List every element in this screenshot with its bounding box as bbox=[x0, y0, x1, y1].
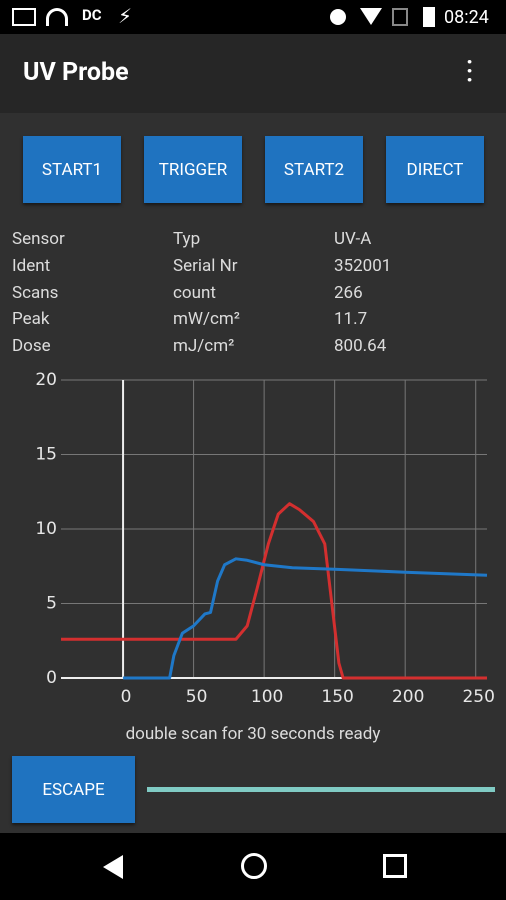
carrier: DC bbox=[82, 6, 102, 24]
table-cell: 352001 bbox=[334, 255, 392, 276]
status-message: double scan for 30 seconds ready bbox=[125, 724, 381, 744]
data-line bbox=[123, 557, 488, 680]
wifi-icon bbox=[46, 8, 68, 26]
recents-button[interactable] bbox=[383, 854, 407, 878]
back-button[interactable] bbox=[103, 855, 123, 879]
table-cell: Serial Nr bbox=[173, 255, 238, 276]
y-tick-label: 5 bbox=[46, 594, 57, 614]
dnd-icon bbox=[330, 9, 346, 25]
table-cell: mJ/cm² bbox=[173, 336, 235, 357]
progress-bar bbox=[147, 787, 495, 792]
x-tick-label: 0 bbox=[121, 687, 132, 707]
table-cell: Dose bbox=[12, 336, 51, 357]
table-cell: 11.7 bbox=[334, 309, 368, 330]
app-bar: UV Probe · · · bbox=[0, 34, 506, 113]
y-tick-label: 0 bbox=[46, 668, 57, 688]
table-cell: mW/cm² bbox=[173, 309, 241, 330]
table-cell: Peak bbox=[12, 309, 50, 330]
status-bar: DC ⚡ 08:24 bbox=[0, 0, 506, 34]
x-tick-label: 250 bbox=[462, 687, 494, 707]
start2-button[interactable]: START2 bbox=[265, 136, 363, 203]
data-line bbox=[61, 502, 487, 680]
x-tick-label: 100 bbox=[251, 687, 283, 707]
table-cell: Ident bbox=[12, 255, 51, 276]
battery-icon bbox=[423, 7, 435, 27]
signal-icon bbox=[360, 8, 382, 25]
table-cell: Scans bbox=[12, 282, 59, 303]
start1-button[interactable]: START1 bbox=[23, 136, 121, 203]
trigger-button[interactable]: TRIGGER bbox=[144, 136, 242, 203]
clock: 08:24 bbox=[444, 7, 489, 28]
x-tick-label: 50 bbox=[186, 687, 208, 707]
y-tick-label: 20 bbox=[35, 370, 57, 390]
flash-icon: ⚡ bbox=[118, 4, 133, 28]
table-cell: Typ bbox=[173, 229, 201, 249]
table-cell: count bbox=[173, 282, 216, 303]
table-cell: UV-A bbox=[334, 229, 372, 249]
app-title: UV Probe bbox=[23, 58, 129, 87]
image-icon bbox=[12, 8, 36, 26]
nav-bar bbox=[0, 833, 506, 900]
home-button[interactable] bbox=[241, 853, 267, 879]
table-cell: 266 bbox=[334, 282, 363, 303]
x-tick-label: 200 bbox=[392, 687, 424, 707]
escape-button[interactable]: ESCAPE bbox=[12, 756, 135, 823]
y-tick-label: 10 bbox=[35, 519, 57, 539]
x-tick-label: 150 bbox=[321, 687, 353, 707]
y-tick-label: 15 bbox=[35, 445, 57, 465]
direct-button[interactable]: DIRECT bbox=[386, 136, 484, 203]
sim-icon bbox=[392, 8, 408, 26]
table-cell: 800.64 bbox=[334, 336, 387, 357]
table-cell: Sensor bbox=[12, 229, 65, 249]
overflow-menu[interactable]: · · · bbox=[466, 48, 474, 94]
